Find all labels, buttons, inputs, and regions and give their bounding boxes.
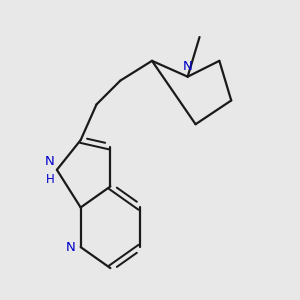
Text: H: H <box>46 173 55 186</box>
Text: N: N <box>183 60 193 73</box>
Text: N: N <box>45 155 55 168</box>
Text: N: N <box>66 241 76 254</box>
